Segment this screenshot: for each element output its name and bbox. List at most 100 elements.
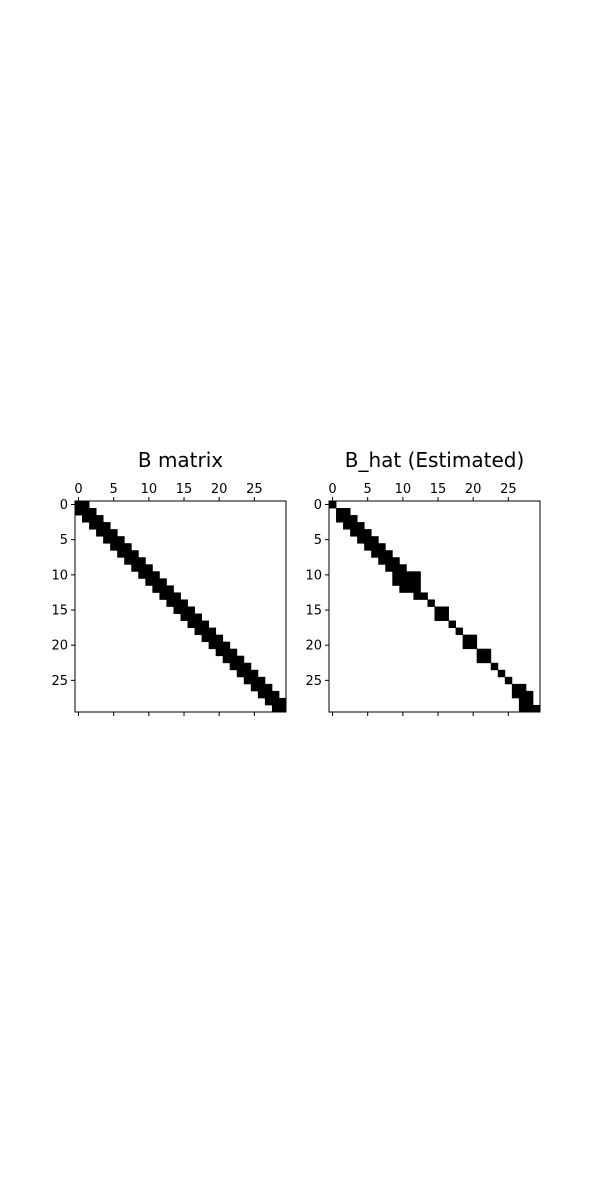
matrix-cell <box>364 529 372 537</box>
matrix-cell <box>511 683 520 692</box>
y-tick-label: 20 <box>305 639 322 654</box>
matrix-cell <box>124 550 132 558</box>
matrix-cell <box>131 564 139 572</box>
matrix-cell <box>180 606 188 614</box>
matrix-cell <box>462 641 471 650</box>
x-tick-label: 10 <box>395 482 412 497</box>
matrix-cell <box>103 522 111 530</box>
matrix-cell <box>152 571 160 579</box>
matrix-cell <box>264 690 273 699</box>
y-tick-label: 15 <box>305 604 322 619</box>
matrix-cell <box>89 522 97 530</box>
matrix-cell <box>208 641 217 650</box>
matrix-cell <box>385 564 393 572</box>
matrix-cell <box>462 634 471 643</box>
plot-frame <box>328 500 541 713</box>
matrix-cell <box>264 683 273 692</box>
matrix-cell <box>518 704 527 713</box>
matrix-cell <box>110 536 118 544</box>
matrix-cell <box>166 592 174 600</box>
x-tick-label: 25 <box>500 482 517 497</box>
matrix-cell <box>166 585 174 593</box>
matrix-cell <box>138 564 146 572</box>
matrix-cell <box>476 655 485 664</box>
matrix-cell <box>194 627 202 636</box>
matrix-cell <box>82 515 90 523</box>
matrix-cell <box>250 683 259 692</box>
matrix-cell <box>483 655 492 664</box>
matrix-cell <box>392 571 400 579</box>
matrix-cell <box>187 620 195 628</box>
matrix-cell <box>145 578 153 586</box>
chart-title: B matrix <box>138 448 223 472</box>
x-tick-label: 0 <box>328 482 336 497</box>
matrix-cell <box>271 697 280 706</box>
matrix-cell <box>278 697 287 706</box>
matrix-cell <box>518 683 527 692</box>
matrix-cell <box>413 578 421 586</box>
matrix-cell <box>455 627 464 636</box>
matrix-cell <box>497 669 506 678</box>
matrix-cell <box>159 578 167 586</box>
matrix-cell <box>138 557 146 565</box>
matrix-cell <box>117 550 125 558</box>
matrix-cell <box>413 571 421 579</box>
matrix-cell <box>525 690 534 699</box>
matrix-cell <box>371 550 379 558</box>
matrix-cell <box>250 676 259 685</box>
y-tick-label: 10 <box>305 568 322 583</box>
matrix-cell <box>243 676 252 685</box>
matrix-cell <box>229 662 238 671</box>
matrix-cell <box>476 648 485 657</box>
x-tick-label: 20 <box>211 482 228 497</box>
matrix-cell <box>371 543 379 551</box>
matrix-cell <box>75 501 83 509</box>
plot-frame <box>74 500 287 713</box>
matrix-cell <box>131 550 139 558</box>
matrix-cell <box>343 508 351 516</box>
b-matrix-panel: B matrix 0 5 10 15 20 25 0 5 10 15 20 25 <box>51 448 287 716</box>
matrix-cell <box>145 564 153 572</box>
matrix-cell <box>236 655 245 664</box>
matrix-cell <box>124 543 132 551</box>
matrix-cell <box>236 669 245 678</box>
matrix-cell <box>350 529 358 537</box>
matrix-cell <box>173 592 181 600</box>
matrix-cell <box>399 578 407 586</box>
matrix-cell <box>124 557 132 565</box>
x-tick-label: 0 <box>74 482 82 497</box>
matrix-cell <box>336 515 344 523</box>
matrix-cell <box>406 585 414 593</box>
chart-title: B_hat (Estimated) <box>345 448 525 472</box>
matrix-cell <box>110 529 118 537</box>
x-tick-label: 25 <box>246 482 263 497</box>
matrix-cell <box>208 627 217 636</box>
matrix-cell <box>518 697 527 706</box>
matrix-cell <box>96 529 104 537</box>
x-tick-label: 5 <box>364 482 372 497</box>
matrix-cell <box>257 676 266 685</box>
matrix-cell <box>243 669 252 678</box>
matrix-cell <box>525 697 534 706</box>
matrix-cell <box>215 634 224 643</box>
matrix-cell <box>180 599 188 607</box>
matrix-cell <box>194 613 202 621</box>
matrix-cell <box>399 564 407 572</box>
matrix-cell <box>89 508 97 516</box>
x-tick-label: 5 <box>110 482 118 497</box>
matrix-cell <box>152 578 160 586</box>
matrix-cell <box>357 522 365 530</box>
matrix-cell <box>413 585 421 593</box>
matrix-cell <box>110 543 118 551</box>
matrix-cell <box>75 508 83 516</box>
matrix-cell <box>103 536 111 544</box>
matrix-cell <box>525 704 534 713</box>
matrix-cell <box>392 564 400 572</box>
x-tick-label: 20 <box>465 482 482 497</box>
y-tick-label: 25 <box>305 674 322 689</box>
matrix-cell <box>222 648 231 657</box>
x-tick-label: 15 <box>430 482 447 497</box>
matrix-cell <box>187 613 195 621</box>
matrix-cell <box>385 557 393 565</box>
matrix-cell <box>152 585 160 593</box>
